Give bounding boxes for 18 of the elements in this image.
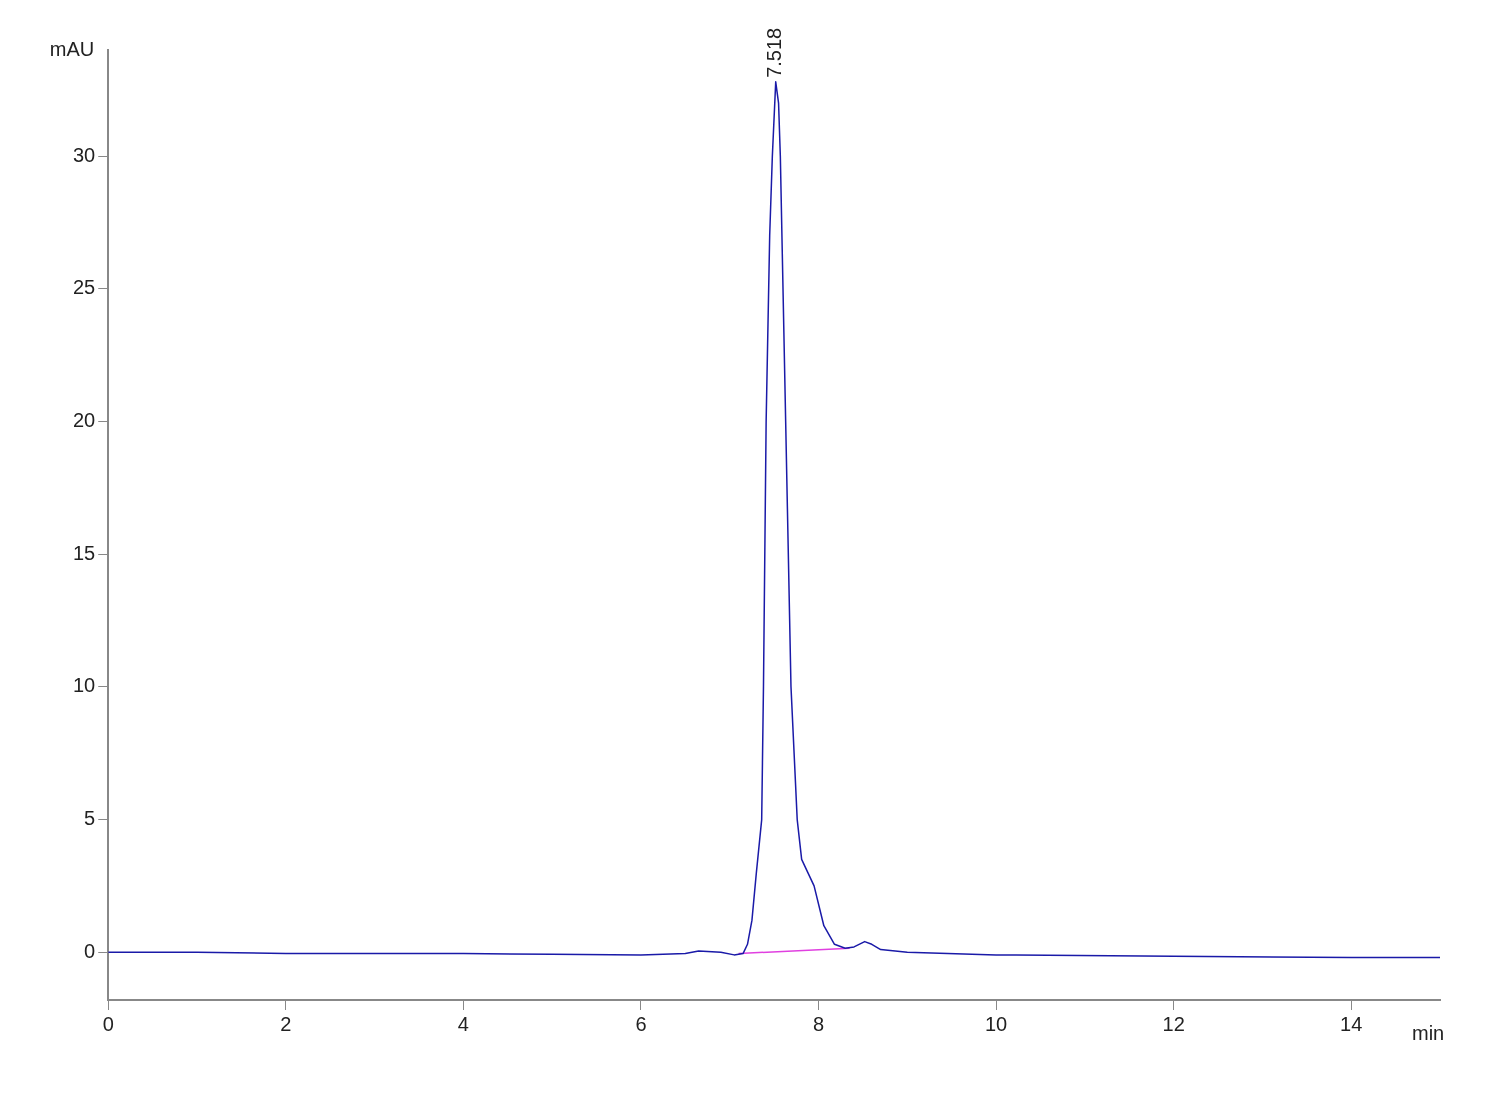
- x-axis-title: min: [1412, 1021, 1445, 1044]
- y-axis-title: mAU: [49, 37, 95, 60]
- x-tick-label: 6: [635, 1012, 647, 1035]
- y-tick-label: 25: [73, 276, 96, 299]
- x-tick-label: 10: [984, 1012, 1008, 1035]
- x-tick-label: 8: [812, 1012, 825, 1035]
- x-tick-label: 2: [280, 1012, 292, 1035]
- y-tick-label: 0: [84, 939, 96, 962]
- x-tick-label: 0: [102, 1012, 114, 1035]
- x-tick-label: 4: [457, 1012, 469, 1035]
- annotation: 7.518: [763, 27, 786, 78]
- y-tick-label: 20: [73, 409, 96, 432]
- y-tick-label: 5: [84, 807, 96, 830]
- y-tick-label: 30: [73, 143, 96, 166]
- y-tick-label: 15: [73, 541, 96, 564]
- y-tick-label: 10: [73, 674, 96, 697]
- x-tick-label: 14: [1340, 1012, 1363, 1035]
- x-tick-label: 12: [1162, 1012, 1185, 1035]
